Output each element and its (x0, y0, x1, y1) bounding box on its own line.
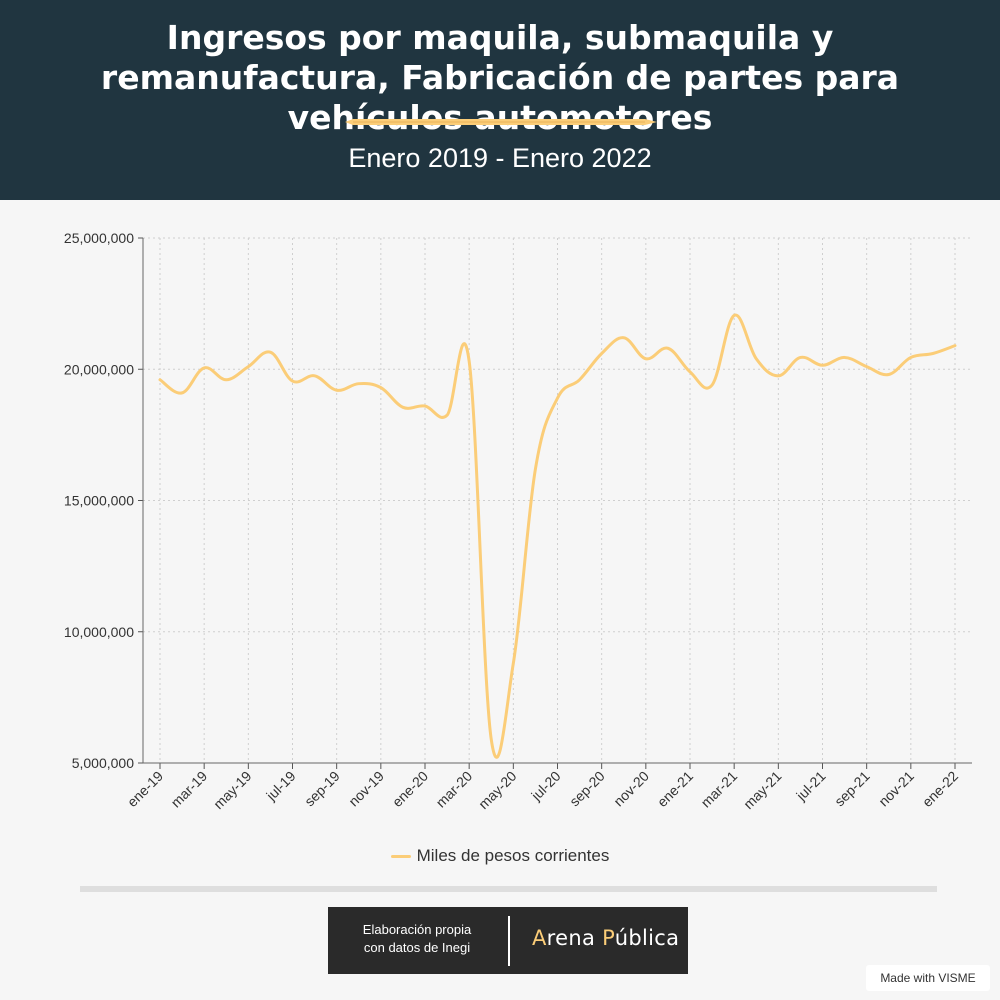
y-tick-label: 20,000,000 (64, 361, 134, 377)
data-point[interactable] (643, 356, 649, 362)
data-point[interactable] (356, 381, 362, 387)
x-tick-label: jul-19 (262, 768, 298, 804)
series-layer (157, 312, 958, 759)
data-point[interactable] (687, 369, 693, 375)
data-point[interactable] (709, 382, 715, 388)
grid-layer (143, 237, 972, 764)
data-point[interactable] (532, 466, 538, 472)
chart-title: Ingresos por maquila, submaquila y reman… (100, 18, 900, 137)
x-tick-label: mar-20 (433, 768, 476, 811)
y-tick-label: 5,000,000 (72, 755, 134, 771)
legend-label: Miles de pesos corrientes (416, 846, 610, 865)
data-point[interactable] (400, 404, 406, 410)
data-point[interactable] (621, 335, 627, 341)
data-point[interactable] (179, 390, 185, 396)
made-with-visme-badge[interactable]: Made with VISME (866, 965, 990, 991)
x-tick-label: may-21 (740, 768, 784, 812)
data-point[interactable] (245, 364, 251, 370)
data-point[interactable] (952, 343, 958, 349)
y-tick-label: 25,000,000 (64, 230, 134, 246)
x-tick-label: mar-21 (698, 768, 741, 811)
chart-subtitle: Enero 2019 - Enero 2022 (348, 143, 652, 173)
data-point[interactable] (201, 365, 207, 371)
x-tick-label: nov-21 (875, 768, 917, 810)
data-point[interactable] (599, 351, 605, 357)
line-chart: 5,000,000 10,000,000 15,000,000 20,000,000 2… (64, 230, 972, 812)
x-tick-label: may-19 (210, 768, 254, 812)
data-point[interactable] (444, 412, 450, 418)
x-tick-label: mar-19 (168, 768, 211, 811)
x-tick-label: ene-20 (389, 768, 431, 810)
data-point[interactable] (223, 377, 229, 383)
data-point[interactable] (797, 354, 803, 360)
data-point[interactable] (422, 403, 428, 409)
footer-divider (80, 886, 937, 892)
data-point[interactable] (290, 378, 296, 384)
credit-text: Elaboración propia con datos de Inegi (342, 921, 492, 957)
data-point[interactable] (930, 351, 936, 357)
data-point[interactable] (488, 736, 494, 742)
credit-line-1: Elaboración propia (362, 922, 472, 937)
axis-layer: 5,000,000 10,000,000 15,000,000 20,000,000 2… (64, 230, 972, 812)
data-point[interactable] (842, 354, 848, 360)
x-tick-label: ene-19 (124, 768, 166, 810)
data-point[interactable] (731, 312, 737, 318)
data-point[interactable] (334, 387, 340, 393)
data-point[interactable] (157, 377, 163, 383)
data-point[interactable] (577, 377, 583, 383)
arena-publica-logo: Arena Pública (532, 926, 680, 950)
x-tick-label: sep-20 (566, 768, 608, 810)
data-point[interactable] (908, 354, 914, 360)
x-tick-label: may-20 (475, 768, 519, 812)
data-point[interactable] (312, 373, 318, 379)
chart-header: Ingresos por maquila, submaquila y reman… (0, 0, 1000, 200)
source-credit: Elaboración propia con datos de Inegi Ar… (328, 907, 688, 974)
series-line (158, 313, 957, 759)
data-point[interactable] (753, 356, 759, 362)
data-point[interactable] (665, 345, 671, 351)
legend: Miles de pesos corrientes (0, 846, 1000, 866)
data-point[interactable] (510, 660, 516, 666)
data-point[interactable] (378, 385, 384, 391)
data-point[interactable] (775, 373, 781, 379)
x-tick-label: sep-21 (831, 768, 873, 810)
x-tick-label: sep-19 (301, 768, 343, 810)
x-tick-label: ene-21 (654, 768, 696, 810)
data-point[interactable] (886, 372, 892, 378)
x-tick-label: nov-19 (345, 768, 387, 810)
y-tick-label: 10,000,000 (64, 624, 134, 640)
pencil-divider-icon (345, 119, 657, 125)
credit-separator (508, 916, 510, 966)
legend-swatch (390, 855, 411, 859)
x-tick-label: ene-22 (919, 768, 961, 810)
data-point[interactable] (267, 349, 273, 355)
x-tick-label: jul-20 (527, 768, 563, 804)
y-tick-label: 15,000,000 (64, 493, 134, 509)
data-point[interactable] (820, 362, 826, 368)
x-tick-label: jul-21 (792, 768, 828, 804)
data-point[interactable] (864, 364, 870, 370)
data-point[interactable] (466, 358, 472, 364)
credit-line-2: con datos de Inegi (363, 940, 471, 955)
x-tick-label: nov-20 (610, 768, 652, 810)
data-point[interactable] (555, 395, 561, 401)
